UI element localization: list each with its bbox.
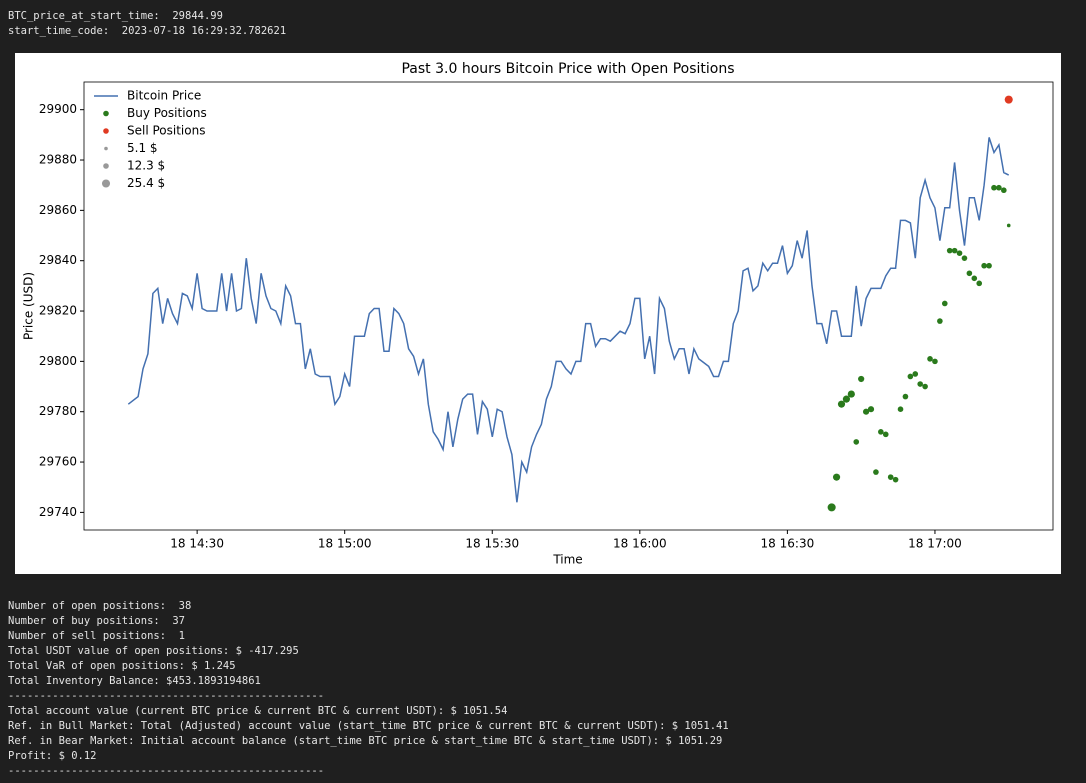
legend-label: Buy Positions — [127, 106, 207, 120]
output-line: Ref. in Bull Market: Total (Adjusted) ac… — [8, 720, 729, 732]
legend-label: 5.1 $ — [127, 141, 158, 155]
position-marker — [1004, 95, 1013, 104]
position-marker — [862, 408, 870, 415]
position-marker — [853, 439, 860, 445]
chart-background — [15, 53, 1061, 574]
output-line: Total VaR of open positions: $ 1.245 — [8, 660, 236, 672]
position-marker — [971, 275, 978, 282]
position-marker — [892, 476, 899, 483]
output-line: start_time_code: 2023-07-18 16:29:32.782… — [8, 25, 286, 37]
y-tick-label: 29880 — [39, 153, 77, 167]
output-line: Number of sell positions: 1 — [8, 630, 185, 642]
x-tick-label: 18 15:30 — [465, 537, 519, 551]
position-marker — [986, 262, 992, 269]
position-marker — [951, 247, 958, 254]
position-marker — [932, 358, 938, 365]
legend-label: Sell Positions — [127, 124, 205, 138]
y-tick-label: 29760 — [39, 455, 77, 469]
position-marker — [882, 431, 889, 438]
position-marker — [946, 247, 953, 254]
position-marker — [878, 429, 884, 435]
legend-label: 25.4 $ — [127, 176, 165, 190]
price-line — [127, 137, 1010, 503]
y-tick-label: 29860 — [39, 203, 77, 217]
position-marker — [1001, 187, 1007, 194]
position-marker — [956, 250, 963, 256]
y-axis-label: Price (USD) — [22, 272, 36, 340]
x-tick-label: 18 16:30 — [761, 537, 815, 551]
chart-title: Past 3.0 hours Bitcoin Price with Open P… — [401, 61, 734, 77]
position-marker — [912, 371, 919, 377]
x-tick-label: 18 16:00 — [613, 537, 667, 551]
position-marker — [941, 300, 948, 307]
position-marker — [917, 381, 923, 387]
position-marker — [961, 255, 968, 261]
position-marker — [907, 373, 914, 380]
position-marker — [922, 383, 928, 390]
output-line: Number of buy positions: 37 — [8, 615, 185, 627]
output-line: Number of open positions: 38 — [8, 600, 191, 612]
position-marker — [832, 473, 841, 481]
position-marker — [867, 406, 875, 413]
position-marker — [966, 270, 973, 277]
y-tick-label: 29780 — [39, 404, 77, 418]
y-tick-label: 29900 — [39, 102, 77, 116]
position-marker — [847, 390, 855, 398]
output-line: ----------------------------------------… — [8, 765, 324, 777]
x-axis-label: Time — [552, 553, 582, 567]
output-line: Total Inventory Balance: $453.1893194861 — [8, 675, 261, 687]
legend-swatch — [103, 128, 109, 134]
position-marker — [996, 184, 1002, 191]
output-line: ----------------------------------------… — [8, 690, 324, 702]
legend-swatch — [103, 110, 109, 117]
position-marker — [991, 184, 997, 191]
y-tick-label: 29740 — [39, 505, 77, 519]
position-marker — [842, 395, 850, 403]
output-line: Ref. in Bear Market: Initial account bal… — [8, 735, 722, 747]
position-marker — [937, 318, 943, 324]
x-tick-label: 18 14:30 — [170, 537, 224, 551]
y-tick-label: 29840 — [39, 253, 77, 267]
legend-label: 12.3 $ — [127, 159, 165, 173]
position-marker — [902, 393, 909, 400]
position-marker — [981, 262, 987, 269]
position-marker — [858, 375, 865, 383]
y-tick-label: 29820 — [39, 304, 77, 318]
size-legend-marker — [101, 179, 111, 188]
output-line: Total USDT value of open positions: $ -4… — [8, 645, 299, 657]
position-marker — [897, 406, 904, 412]
position-marker — [1006, 223, 1011, 228]
position-marker — [827, 503, 836, 512]
output-line: Profit: $ 0.12 — [8, 750, 97, 762]
position-marker — [887, 474, 894, 480]
x-tick-label: 18 17:00 — [908, 537, 962, 551]
legend-label: Bitcoin Price — [127, 89, 201, 103]
position-marker — [927, 356, 933, 362]
x-tick-label: 18 15:00 — [318, 537, 372, 551]
y-tick-label: 29800 — [39, 354, 77, 368]
output-line: BTC_price_at_start_time: 29844.99 — [8, 10, 223, 22]
position-marker — [976, 280, 983, 287]
output-line: Total account value (current BTC price &… — [8, 705, 507, 717]
plot-frame — [83, 81, 1054, 531]
size-legend-marker — [103, 163, 109, 169]
size-legend-marker — [104, 146, 108, 151]
position-marker — [873, 469, 879, 475]
position-marker — [837, 400, 846, 408]
